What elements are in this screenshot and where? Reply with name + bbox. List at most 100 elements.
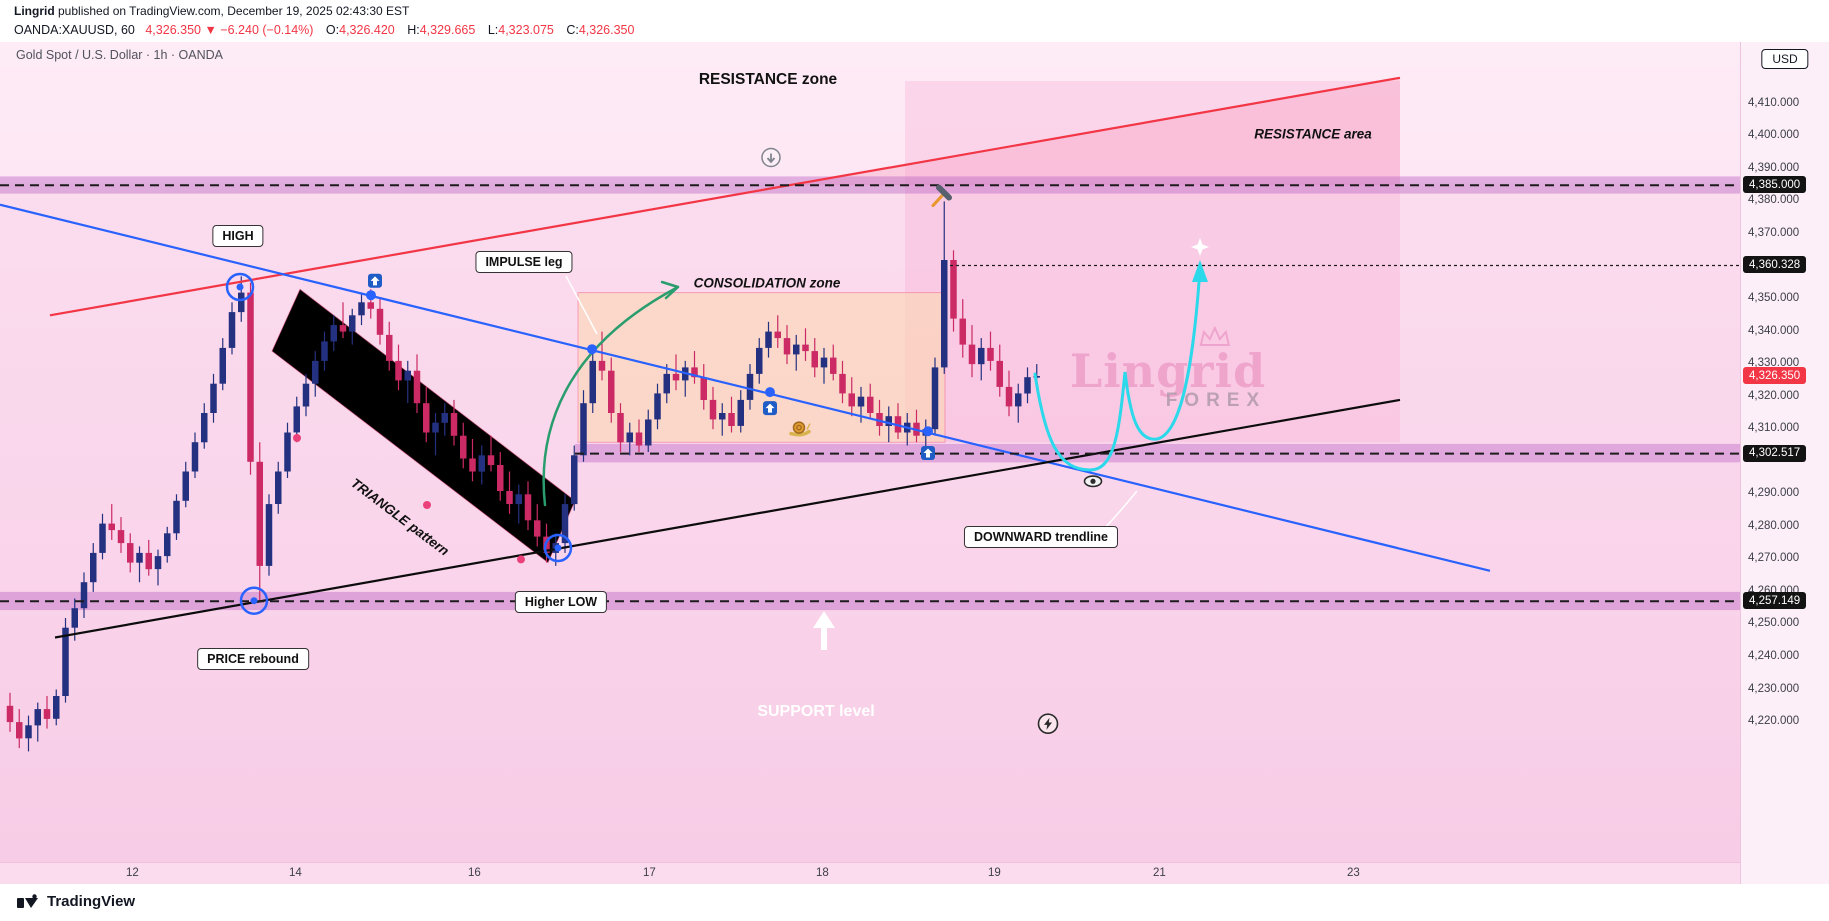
price-tick: 4,350.000: [1748, 292, 1800, 305]
pattern-dot: [293, 434, 301, 442]
support-level-label: SUPPORT level: [757, 703, 875, 720]
watermark-subtitle: FOREX: [1070, 390, 1266, 412]
price-tick: 4,220.000: [1748, 715, 1800, 728]
resistance-trendline: [49, 76, 1401, 317]
high-value: 4,329.665: [419, 23, 476, 37]
time-label: 16: [468, 867, 481, 879]
open-label: O:: [325, 23, 340, 37]
level-price-badge: 4,385.000: [1743, 176, 1807, 194]
price-tick: 4,230.000: [1748, 682, 1800, 695]
ring-marker: [225, 272, 255, 302]
low-label: L:: [487, 23, 499, 37]
energy-icon: [1037, 713, 1059, 735]
downward-trendline: [0, 203, 1491, 572]
level-price-badge: 4,257.149: [1743, 592, 1807, 610]
snail-icon: [789, 421, 811, 437]
author-name: Lingrid: [14, 4, 55, 18]
level-price-badge: 4,302.517: [1743, 444, 1807, 462]
trendline-dot: [765, 387, 775, 398]
price-rebound-label-tag: PRICE rebound: [197, 648, 309, 670]
chart-plot[interactable]: [0, 42, 1740, 862]
eye-icon: [1083, 475, 1103, 488]
trendline-dot: [923, 426, 933, 437]
up-arrow-badge-icon: [763, 401, 777, 416]
projection-path: [1033, 266, 1202, 472]
byline: Lingrid published on TradingView.com, De…: [14, 4, 409, 18]
tradingview-logo-icon: [17, 894, 38, 908]
price-band: [575, 443, 1740, 463]
label-pointer-line: [565, 275, 598, 335]
close-value: 4,326.350: [578, 23, 635, 37]
price-tick: 4,330.000: [1748, 357, 1800, 370]
price-tick: 4,240.000: [1748, 650, 1800, 662]
trendline-dot: [366, 290, 376, 301]
price-tick: 4,250.000: [1748, 617, 1800, 630]
price-axis[interactable]: 4,410.000 4,400.000 4,390.000 4,380.000 4,37…: [1740, 42, 1829, 884]
open-value: 4,326.420: [339, 23, 395, 37]
price-tick: 4,380.000: [1748, 194, 1800, 207]
price-axis-scale: 4,410.000 4,400.000 4,390.000 4,380.000 4,37…: [1741, 42, 1829, 862]
price-change: −6.240 (−0.14%): [220, 23, 314, 37]
byline-text: published on TradingView.com, December 1…: [54, 4, 410, 18]
price-tick: 4,320.000: [1748, 389, 1800, 402]
ring-marker-dot: [554, 544, 562, 552]
label-pointer-line: [1102, 490, 1138, 531]
tradingview-wordmark: TradingView: [47, 893, 136, 910]
price-tick: 4,290.000: [1748, 487, 1800, 500]
chart-legend-title: Gold Spot / U.S. Dollar · 1h · OANDA: [16, 48, 224, 62]
time-label: 21: [1153, 867, 1166, 879]
close-label: C:: [566, 23, 579, 37]
high-label: H:: [407, 23, 420, 37]
circle-down-arrow-icon: [761, 147, 781, 168]
footer-bar: TradingView: [0, 884, 1829, 921]
down-triangle-icon: ▼: [204, 23, 217, 37]
tradingview-logo[interactable]: TradingView: [16, 893, 135, 910]
low-value: 4,323.075: [498, 23, 554, 37]
watermark-title: Lingrid: [1070, 348, 1266, 394]
impulse-curved-arrow: [542, 280, 680, 507]
price-tick: 4,410.000: [1748, 96, 1800, 109]
candlestick-series: [6, 201, 1040, 752]
pattern-dot: [423, 501, 431, 509]
resistance-area-label: RESISTANCE area: [1254, 126, 1372, 142]
impulse-leg-label-tag: IMPULSE leg: [475, 251, 573, 273]
downward-trendline-label-tag: DOWNWARD trendline: [963, 526, 1119, 548]
hammer-icon: [931, 184, 952, 208]
support-up-arrow-icon: [813, 611, 835, 650]
up-arrow-badge-icon: [921, 446, 935, 460]
symbol-title: OANDA:XAUUSD, 60: [14, 23, 135, 37]
time-label: 14: [289, 867, 302, 879]
time-axis[interactable]: 12 14 16 17 18 19 21 23: [0, 862, 1740, 884]
pattern-dot: [517, 555, 525, 564]
chart-panel[interactable]: Lingrid FOREX Gold Spot / U.S. Dollar · …: [0, 42, 1740, 862]
symbol-header: OANDA:XAUUSD, 60 4,326.350 ▼ −6.240 (−0.…: [14, 23, 634, 37]
consolidation-zone-label: CONSOLIDATION zone: [693, 275, 841, 291]
price-tick: 4,400.000: [1748, 129, 1800, 142]
resistance-zone-label: RESISTANCE zone: [698, 71, 838, 88]
up-arrow-badge-icon: [368, 273, 382, 288]
time-label: 17: [643, 867, 656, 879]
support-trendline: [54, 398, 1401, 639]
price-tick: 4,390.000: [1748, 161, 1800, 174]
price-tick: 4,280.000: [1748, 519, 1800, 532]
crown-icon: [1199, 326, 1231, 346]
level-price-badge: 4,360.328: [1743, 256, 1807, 274]
time-label: 12: [126, 867, 139, 879]
higher-low-label-tag: Higher LOW: [514, 591, 608, 613]
ring-marker: [239, 586, 269, 615]
last-price: 4,326.350: [145, 23, 201, 37]
high-label-tag: HIGH: [212, 225, 264, 247]
currency-toggle-button[interactable]: USD: [1761, 49, 1809, 69]
watermark: Lingrid FOREX: [1070, 326, 1266, 412]
ring-marker: [543, 533, 573, 563]
time-label: 18: [816, 867, 829, 879]
upper-resistance-zone: [0, 42, 1740, 184]
star-icon: [1191, 238, 1209, 256]
current-price-badge: 4,326.350: [1743, 367, 1807, 385]
price-tick: 4,310.000: [1748, 422, 1800, 435]
time-label: 19: [988, 867, 1001, 879]
trendline-dot: [587, 344, 597, 355]
ring-marker-dot: [236, 283, 244, 291]
time-label: 23: [1347, 867, 1360, 879]
ring-marker-dot: [250, 597, 258, 605]
